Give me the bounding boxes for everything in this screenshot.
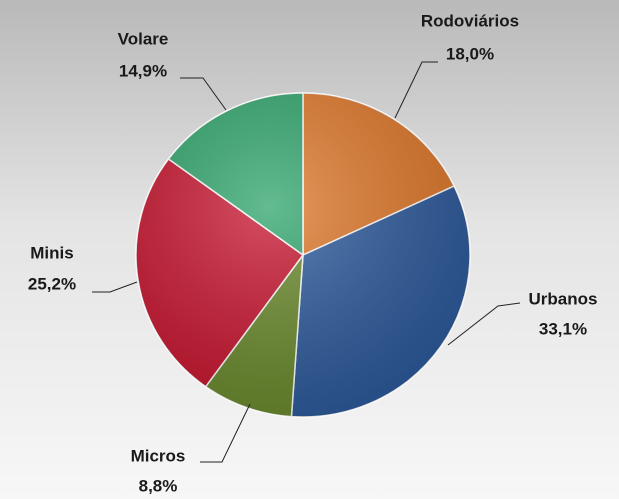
leader-line [200,403,251,463]
slice-value-label: 14,9% [119,61,167,80]
slice-label: Urbanos [529,289,598,308]
leader-lines [92,61,521,463]
slice-label: Volare [118,29,169,48]
pie [135,92,471,418]
slice-value-label: 33,1% [539,319,587,338]
leader-line [394,61,438,119]
slice-label: Rodoviários [421,11,519,30]
leader-line [92,281,138,293]
leader-line [447,302,521,346]
slice-value-label: 18,0% [446,44,494,63]
slice-value-label: 25,2% [28,274,76,293]
slice-label: Micros [131,446,186,465]
slice-label: Minis [30,243,73,262]
leader-line [180,77,227,111]
slice-value-label: 8,8% [139,476,178,495]
